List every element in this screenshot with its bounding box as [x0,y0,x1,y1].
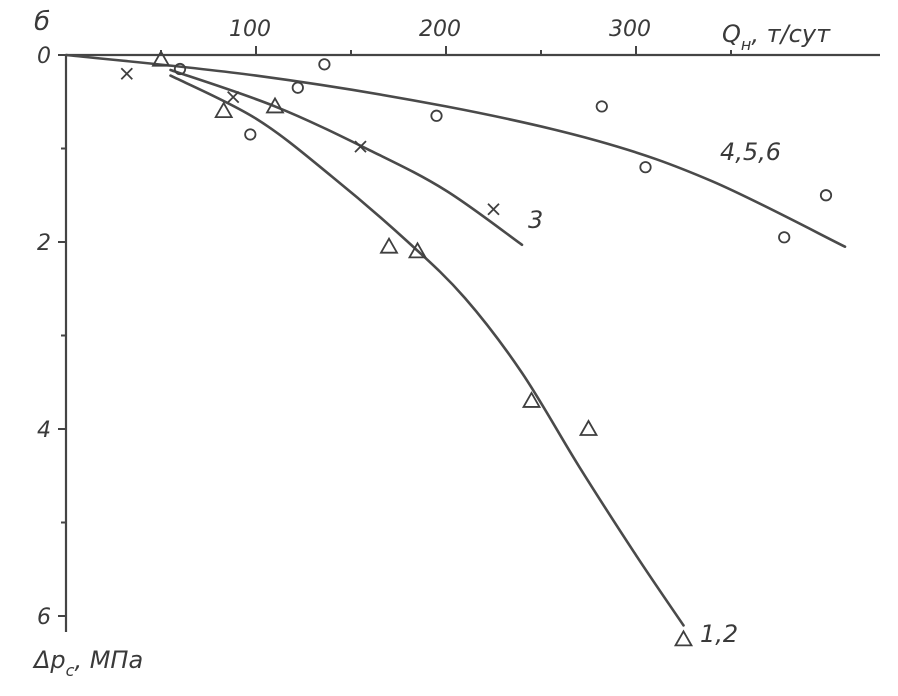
data-point-triangle [521,391,542,408]
data-point-triangle [578,419,599,436]
curve-label-1-2: 1,2 [700,620,738,648]
y-tick-label: 6 [37,605,51,630]
ticks-group [58,46,732,617]
data-point-circle [291,81,304,94]
data-point-cross [487,203,500,216]
x-axis-title: Qн, т/сут [722,20,831,54]
data-point-triangle [407,241,428,259]
panel-label: б [34,7,50,37]
tick-labels-group: 100 200 300 0 2 4 6 [37,17,651,630]
data-point-circle [778,231,791,244]
y-axis-title: Δpс, МПа [32,646,143,680]
y-tick-label: 2 [37,231,51,256]
curve-label-4-5-6: 4,5,6 [720,138,781,166]
x-tick-label: 100 [229,17,271,42]
data-point-circle [595,100,608,113]
curve-label-3: 3 [528,206,543,234]
x-tick-label: 200 [419,17,461,42]
data-point-circle [430,109,443,122]
data-point-cross [227,90,240,104]
y-axis-title-sub: с [66,661,75,680]
x-axis-title-sub: н [741,35,751,54]
data-point-triangle [151,49,171,67]
y-axis-title-main: Δp [32,646,66,674]
curve-series-3 [169,68,524,247]
y-axis-title-unit: , МПа [74,646,143,674]
x-axis-title-unit: , т/сут [751,20,831,48]
data-point-triangle [673,629,694,647]
curve-series-1-2 [169,74,685,627]
data-point-triangle [379,236,399,254]
data-point-circle [639,161,652,174]
data-point-circle [173,62,187,76]
markers-group [120,49,833,647]
data-point-triangle [214,101,234,118]
data-point-circle [318,58,331,71]
data-point-circle [244,128,257,141]
y-tick-label: 4 [37,418,51,443]
x-axis-title-main: Q [722,20,741,48]
curve-series-4-5-6 [64,53,847,248]
data-point-circle [819,189,833,202]
data-point-cross [354,140,367,153]
data-point-cross [120,67,133,80]
data-point-triangle [265,96,285,114]
y-tick-label: 0 [37,44,51,69]
axes-group [64,53,880,632]
x-tick-label: 300 [609,17,651,42]
